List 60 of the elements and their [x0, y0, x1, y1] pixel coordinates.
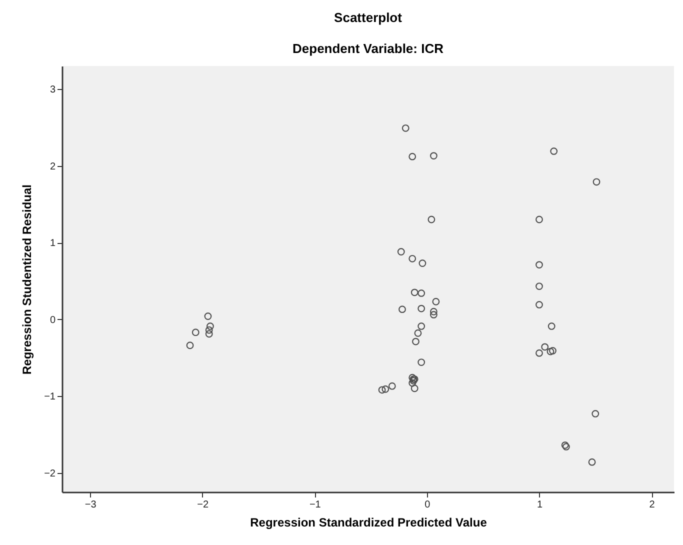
- x-tick-label: 0: [424, 500, 431, 510]
- point: [412, 338, 420, 346]
- x-tick-label: −2: [197, 500, 210, 510]
- point: [204, 312, 212, 320]
- point: [205, 326, 213, 334]
- point: [186, 342, 194, 350]
- y-tick-label: −1: [44, 392, 56, 403]
- point: [408, 152, 416, 160]
- point: [592, 410, 600, 418]
- point: [206, 322, 214, 330]
- point: [432, 298, 440, 306]
- point: [402, 124, 410, 132]
- point: [561, 441, 569, 449]
- x-tick-label: 1: [536, 500, 543, 510]
- chart-title: Scatterplot: [334, 10, 403, 25]
- chart-subtitle: Dependent Variable: ICR: [292, 41, 444, 56]
- x-axis-title: Regression Standardized Predicted Value: [250, 516, 488, 530]
- x-tick-label: −3: [84, 500, 97, 510]
- point: [536, 282, 543, 290]
- x-tick-label: 2: [649, 500, 656, 510]
- point: [430, 152, 438, 160]
- point: [418, 358, 426, 366]
- point: [536, 216, 543, 224]
- point: [428, 216, 436, 224]
- point: [192, 328, 200, 336]
- y-tick-label: −2: [44, 468, 56, 480]
- point: [536, 261, 543, 269]
- point: [418, 289, 426, 297]
- point: [548, 322, 556, 330]
- point: [397, 248, 405, 256]
- point: [592, 178, 600, 186]
- point: [408, 254, 416, 262]
- point: [418, 322, 426, 330]
- y-axis-title: Regression Studentized Residual: [20, 184, 34, 375]
- point: [430, 308, 438, 316]
- point: [382, 385, 390, 393]
- point: [410, 288, 418, 296]
- point: [408, 379, 416, 387]
- point: [562, 443, 570, 450]
- point: [418, 304, 426, 312]
- point: [541, 343, 549, 351]
- x-tick-label: −1: [309, 500, 322, 510]
- point: [378, 386, 386, 394]
- point: [398, 306, 406, 314]
- point: [418, 260, 426, 267]
- point: [414, 329, 422, 337]
- point: [388, 382, 396, 390]
- point: [205, 330, 213, 338]
- y-tick-label: 3: [50, 84, 56, 96]
- point: [536, 301, 543, 308]
- point: [410, 384, 418, 392]
- y-tick-label: 0: [50, 314, 56, 326]
- point: [536, 349, 543, 357]
- point: [549, 347, 556, 354]
- point: [546, 348, 554, 356]
- point: [588, 458, 596, 466]
- point: [430, 310, 438, 318]
- point: [550, 147, 558, 155]
- y-tick-label: 2: [50, 161, 56, 172]
- y-tick-label: 1: [50, 238, 56, 250]
